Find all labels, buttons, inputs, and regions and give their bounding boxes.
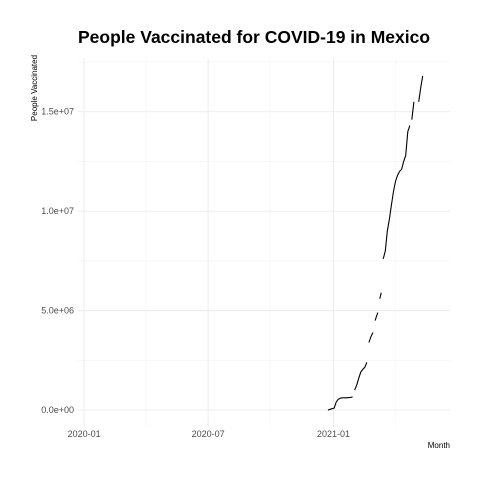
y-axis-title: People Vaccinated	[30, 55, 39, 121]
y-tick-label: 5.0e+06	[41, 306, 74, 316]
y-tick-label: 1.5e+07	[41, 107, 74, 117]
x-axis-title: Month	[428, 441, 450, 450]
x-tick-label: 2020-01	[68, 429, 101, 439]
x-tick-label: 2020-07	[192, 429, 225, 439]
y-tick-label: 1.0e+07	[41, 206, 74, 216]
series-layer	[327, 75, 424, 411]
x-tick-label: 2021-01	[317, 429, 350, 439]
grid	[78, 58, 450, 427]
series-line	[327, 75, 424, 411]
y-tick-label: 0.0e+00	[41, 405, 74, 415]
chart-title: People Vaccinated for COVID-19 in Mexico	[78, 27, 430, 47]
tick-labels: 0.0e+00 5.0e+06 1.0e+07 1.5e+07 2020-01 2020-…	[41, 107, 350, 439]
